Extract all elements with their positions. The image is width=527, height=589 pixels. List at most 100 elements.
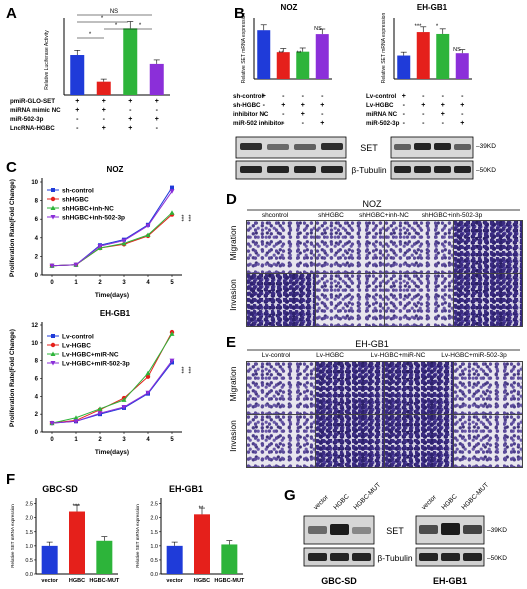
panel-b-eh-row-label-3: miRNA NC <box>366 111 398 118</box>
panel-g-eh-set-band-1 <box>419 525 438 534</box>
panel-b-kd-39: –39KD <box>476 143 496 150</box>
panel-g-eh-tubulin-band-2 <box>441 553 460 561</box>
panel-a-sign-r3-c2: - <box>103 116 106 123</box>
panel-c-noz-point-s4-3 <box>121 238 127 244</box>
panel-c-eh-xtick-label-2: 2 <box>98 437 102 443</box>
panel-e-photo-r1-c1 <box>246 361 316 415</box>
panel-a-row-label-1: pmiR-GLO-SET <box>10 98 55 105</box>
panel-b-eh-sig-3: NS <box>453 47 461 53</box>
panel-c-eh-xtick-label-5: 5 <box>170 437 174 443</box>
panel-b-noz-y-label: Relative SET mRNA expression <box>241 13 247 84</box>
panel-c-eh-point-s3-1 <box>73 415 79 420</box>
panel-c-noz-point-s4-1 <box>73 262 79 268</box>
panel-c-eh-legend-label-1: Lv-control <box>62 334 94 341</box>
panel-c-noz-sig-2: *** <box>189 214 195 222</box>
panel-b-noz-sign-r4-c4: + <box>320 120 324 127</box>
panel-b-noz-sign-r2-c4: + <box>320 102 324 109</box>
panel-c-eh-xtick-label-3: 3 <box>122 437 126 443</box>
panel-g-eh-tubulin-band-3 <box>463 553 482 561</box>
panel-c-eh-legend-marker-4 <box>50 361 56 366</box>
panel-a-sign-r2-c2: + <box>102 107 106 114</box>
panel-b-noz-tubulin-band-2 <box>267 166 289 173</box>
panel-c-noz-ytick-label-3: 6 <box>35 217 39 223</box>
panel-a-bar-3 <box>123 28 138 95</box>
panel-letter-e: E <box>226 334 236 351</box>
panel-c-noz-xtick-label-1: 1 <box>74 280 78 286</box>
panel-letter-g: G <box>284 487 296 504</box>
panel-letter-c: C <box>6 159 17 176</box>
panel-a-sign-r2-c4: - <box>156 107 159 114</box>
panel-c-noz-point-s4-2 <box>97 244 103 249</box>
panel-d-col-1: shcontrol <box>262 212 289 219</box>
panel-c-noz-point-s3-3 <box>121 240 127 246</box>
panel-e-photo-r1-c3 <box>384 361 454 415</box>
panel-b-eh-y-label: Relative SET mRNA expression <box>381 13 387 84</box>
panel-f-gbc-y-label: Relative SET mRNA expression <box>10 504 15 568</box>
panel-g-eh-set-band-2 <box>441 523 460 535</box>
panel-b-eh-tubulin-band-4 <box>454 166 471 173</box>
panel-b-noz-sign-r1-c4: - <box>321 93 324 100</box>
panel-g-western-blot: vector HGBC HGBC-MUT vector HGBC HGBC-MU… <box>303 482 507 586</box>
panel-c-noz-point-s1-5 <box>170 185 174 190</box>
panel-c-noz-sig-1: *** <box>182 214 188 222</box>
panel-c-noz-title: NOZ <box>107 165 124 174</box>
panel-d-col-4: shHGBC+inh-502-3p <box>422 212 483 219</box>
panel-b-noz-sign-r1-c1: + <box>262 93 266 100</box>
panel-c-eh-ytick-label-4: 8 <box>35 359 39 365</box>
panel-f-gbc-ytick-label-4: 2.0 <box>25 516 33 522</box>
panel-f-eh-bar-2 <box>194 514 210 574</box>
panel-f-gbc-ytick-label-1: 0.5 <box>25 558 33 564</box>
panel-d-title: NOZ <box>363 199 383 209</box>
panel-a-sig-5: NS <box>110 9 118 15</box>
panel-b-noz-sign-r1-c3: - <box>302 93 305 100</box>
panel-e-photo-r1-c4 <box>453 361 523 415</box>
panel-b-noz-set-band-1 <box>240 143 262 150</box>
panel-b-eh-bar-3 <box>436 33 450 79</box>
panel-c-eh-point-s4-5 <box>169 358 175 364</box>
panel-b-tubulin-label: β-Tubulin <box>351 165 387 175</box>
panel-a-bar-2 <box>96 81 111 95</box>
panel-b-eh-sign-r4-c3: - <box>442 120 445 127</box>
panel-a-bar-4 <box>149 63 164 95</box>
panel-c-eh-ytick-label-3: 6 <box>35 377 39 383</box>
panel-b-eh-tubulin-band-2 <box>414 166 431 173</box>
panel-b-noz-sign-r4-c1: - <box>263 120 266 127</box>
panel-f-eh-xtick-label-3: HGBC-MUT <box>214 578 245 584</box>
panel-c-eh-legend-label-3: Lv-HGBC+miR-NC <box>62 352 119 359</box>
panel-f-gbc-ytick-label-3: 1.5 <box>25 530 33 536</box>
panel-b-noz-bar-1 <box>257 30 271 79</box>
panel-b-noz-tubulin-blot <box>235 160 347 180</box>
panel-a-sign-r1-c4: + <box>155 98 159 105</box>
panel-b-noz-set-band-3 <box>294 144 316 150</box>
panel-a-sign-r3-c3: + <box>128 116 132 123</box>
panel-d-header: NOZ shcontrol shHGBC shHGBC+inh-NC shHGB… <box>228 199 520 311</box>
panel-a-chart: Relative Luciferase Activity * * * * NS … <box>10 9 170 132</box>
panel-a-sign-r4-c2: + <box>102 125 106 132</box>
panel-b-eh-sign-r4-c2: - <box>422 120 425 127</box>
panel-a-sig-1: * <box>89 32 92 38</box>
panel-b-noz-sign-r2-c1: - <box>263 102 266 109</box>
panel-d-photo-r1-c2 <box>315 220 385 274</box>
panel-a-y-label: Relative Luciferase Activity <box>44 30 50 90</box>
panel-c-eh-xtick-label-0: 0 <box>50 437 54 443</box>
panel-b-noz-row-label-4: miR-502 inhibitor <box>233 120 284 127</box>
panel-b-noz-row-label-3: inhibitor NC <box>233 111 269 118</box>
panel-f-gbc-xtick-label-3: HGBC-MUT <box>89 578 120 584</box>
panel-b-noz-sign-r1-c2: - <box>282 93 285 100</box>
panel-b-western-blot: SET β-Tubulin –39KD –50KD <box>235 136 496 180</box>
panel-d-col-2: shHGBC <box>318 212 344 219</box>
panel-e-col-4: Lv-HGBC+miR-502-3p <box>441 352 507 359</box>
panel-c-noz-ytick-label-5: 10 <box>31 180 38 186</box>
panel-f-eh-ytick-label-4: 2.0 <box>150 516 158 522</box>
panel-b-eh-sign-r3-c3: + <box>441 111 445 118</box>
panel-a-sign-r1-c1: + <box>75 98 79 105</box>
panel-c-noz-legend-marker-1 <box>51 188 55 192</box>
panel-c-eh-ytick-label-2: 4 <box>35 394 39 400</box>
panel-g-gbc-set-band-1 <box>308 526 327 534</box>
panel-c-noz-line-4 <box>51 191 173 267</box>
panel-b-eh-bar-4 <box>455 53 469 79</box>
panel-b-eh-bar-1 <box>397 55 411 79</box>
panel-c-eh-legend-label-4: Lv-HGBC+miR-502-3p <box>62 361 130 368</box>
panel-a-sign-r1-c3: + <box>128 98 132 105</box>
panel-f-gbc-xtick-label-2: HGBC <box>69 578 85 584</box>
